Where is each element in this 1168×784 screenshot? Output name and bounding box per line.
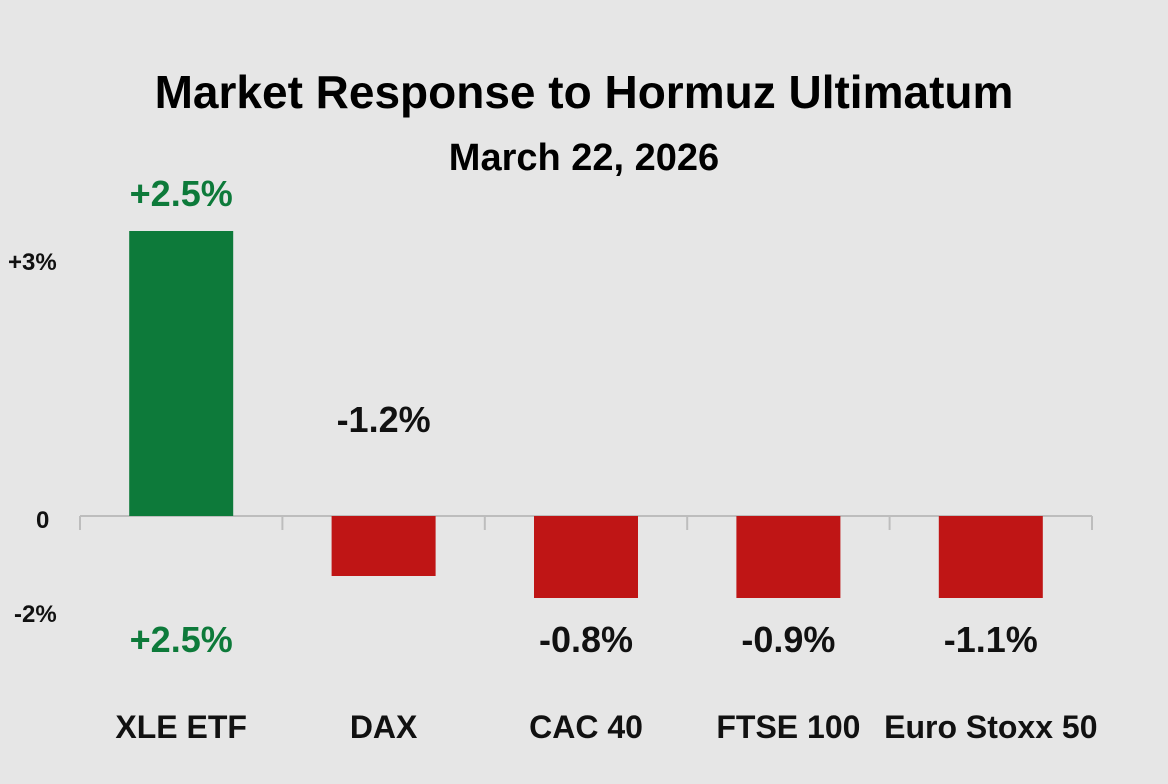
x-category-label: DAX xyxy=(350,709,418,745)
bar-value-label: -1.1% xyxy=(944,619,1038,660)
chart-subtitle: March 22, 2026 xyxy=(449,137,719,179)
x-category-label: Euro Stoxx 50 xyxy=(884,709,1097,745)
y-tick-label: 0 xyxy=(36,507,49,534)
bar-euro-stoxx-50 xyxy=(938,516,1043,598)
y-tick-label: -2% xyxy=(14,601,57,628)
bar-cac-40 xyxy=(534,516,638,598)
y-tick-label: +3% xyxy=(8,249,57,276)
bar-value-label: -0.9% xyxy=(741,619,835,660)
bar-value-label: -1.2% xyxy=(337,399,431,440)
x-category-label: CAC 40 xyxy=(529,709,643,745)
bar-xle-etf xyxy=(129,231,234,516)
bars-layer xyxy=(129,231,1043,598)
chart-title: Market Response to Hormuz Ultimatum xyxy=(155,66,1014,118)
extra-value-label: +2.5% xyxy=(130,619,233,660)
x-category-label: FTSE 100 xyxy=(716,709,860,745)
bar-value-label: -0.8% xyxy=(539,619,633,660)
bar-dax xyxy=(331,516,436,576)
x-category-label: XLE ETF xyxy=(115,709,247,745)
labels-layer: +2.5% -1.2% -0.8% -0.9% -1.1% +2.5% XLE ETF DAX… xyxy=(115,173,1097,745)
bar-value-label: +2.5% xyxy=(130,173,233,214)
bar-ftse-100 xyxy=(736,516,841,598)
